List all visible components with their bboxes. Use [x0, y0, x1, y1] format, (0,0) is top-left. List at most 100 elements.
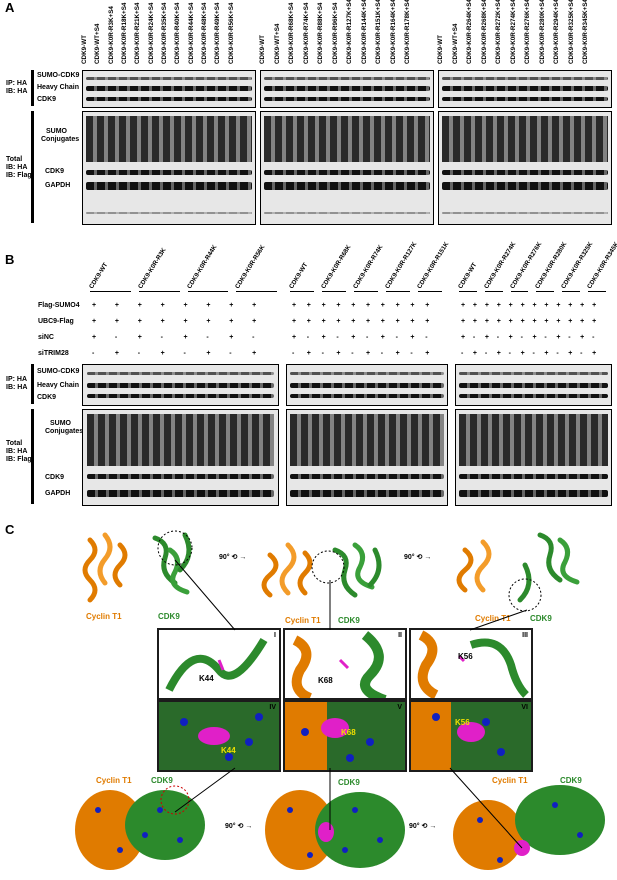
condition-symbol: +: [183, 302, 188, 309]
panel-a-lane-label: CDK9-K0R-R18K+S4: [120, 2, 128, 64]
condition-symbol: +: [92, 302, 97, 309]
a-heavy-chain-label: Heavy Chain: [37, 84, 80, 91]
zoom-panel-II: II K68: [283, 628, 407, 700]
condition-symbol: +: [592, 302, 597, 309]
panel-a-letter: A: [5, 0, 15, 15]
panel-b-lane-label: CDK9-K0R-R68K: [320, 243, 353, 290]
condition-symbol: +: [252, 318, 257, 325]
condition-symbol: +: [425, 302, 430, 309]
condition-symbol: -: [380, 350, 384, 357]
b-cdk9-ip-label: CDK9: [37, 394, 57, 401]
condition-symbol: +: [380, 318, 385, 325]
panel-b-lane-label: CDK9-WT: [88, 261, 110, 290]
panel-a-lane-group-1: CDK9-WT CDK9-WT+S4 CDK9-K0R-R3K+S4 CDK9-K0R…: [81, 3, 246, 66]
zoom-V-residue: K68: [341, 728, 356, 737]
zoom-I-residue: K44: [199, 674, 214, 683]
zoom-panel-VI: VI K56: [409, 700, 533, 772]
condition-symbol: +: [568, 318, 573, 325]
condition-symbol: +: [592, 318, 597, 325]
c-cdk9-label-6: CDK9: [560, 776, 582, 785]
condition-symbol: -: [568, 334, 571, 341]
condition-symbol: +: [461, 302, 466, 309]
surface-structure-view-2: [265, 790, 405, 870]
condition-symbol: +: [556, 318, 561, 325]
ribbon-structure-view-2: [261, 542, 382, 598]
condition-symbol: +: [336, 350, 341, 357]
condition-symbol: +: [395, 350, 400, 357]
condition-symbol: +: [410, 334, 415, 341]
condition-symbol: -: [580, 350, 583, 357]
panel-b-lane-label: CDK9-K0R-R74K: [352, 243, 385, 290]
panel-a-lane-label: CDK9-K0R-R151K+S4: [375, 0, 383, 64]
condition-symbol: +: [556, 334, 561, 341]
panel-a-lane-label: CDK9-WT+S4: [273, 23, 281, 64]
panel-a-lane-label: CDK9-K0R-R40K+S4: [174, 2, 182, 64]
panel-a-lane-group-3: CDK9-WT CDK9-WT+S4 CDK9-K0R-R264K+S4 CDK9-K…: [437, 0, 602, 66]
c-rotation-4: 90° ⟲ →: [409, 823, 437, 830]
panel-a-lane-label: CDK9-K0R-R88K+S4: [317, 2, 325, 64]
condition-symbol: +: [321, 334, 326, 341]
condition-symbol: +: [92, 318, 97, 325]
condition-symbol: -: [508, 350, 511, 357]
surface-structure-view-3: [453, 785, 605, 870]
a-sumo-conjugates-label: SUMO Conjugates: [41, 128, 80, 143]
condition-symbol: +: [532, 318, 537, 325]
panel-a-lane-label: CDK9-K0R-R276K+S4: [524, 0, 532, 64]
panel-b-total-bar: [31, 409, 34, 504]
panel-a-lane-label: CDK9-K0R-R164K+S4: [389, 0, 397, 64]
panel-a-lane-label: CDK9-K0R-R3K+S4: [107, 6, 115, 64]
condition-symbol: +: [351, 334, 356, 341]
condition-symbol: +: [508, 318, 513, 325]
condition-symbol: +: [472, 318, 477, 325]
condition-symbol: -: [137, 350, 141, 357]
condition-label: siTRIM28: [38, 350, 69, 357]
condition-symbol: +: [592, 350, 597, 357]
condition-symbol: +: [472, 302, 477, 309]
condition-symbol: +: [114, 350, 119, 357]
panel-a-lane-label: CDK9-K0R-R21K+S4: [134, 2, 142, 64]
panel-a-total-blot-1: [82, 111, 256, 225]
condition-symbol: -: [461, 350, 464, 357]
condition-symbol: -: [183, 350, 186, 357]
a-cdk9-total-label: CDK9: [45, 168, 65, 175]
c-cyclin-label-2: Cyclin T1: [285, 616, 321, 625]
condition-symbol: +: [206, 350, 211, 357]
panel-a-lane-label: CDK9-K0R-R35K+S4: [160, 2, 168, 64]
condition-symbol: +: [114, 302, 119, 309]
condition-symbol: -: [532, 350, 535, 357]
panel-a-lane-label: CDK9-WT+S4: [94, 23, 102, 64]
panel-a-total-label: Total IB: HA IB: Flag: [6, 156, 32, 179]
condition-symbol: -: [472, 334, 476, 341]
panel-a-lane-label: CDK9-K0R-R24K+S4: [147, 2, 155, 64]
condition-symbol: +: [472, 350, 477, 357]
panel-a-total-blot-2: [260, 111, 434, 225]
zoom-panel-IV: IV K44: [157, 700, 281, 772]
condition-symbol: +: [306, 350, 311, 357]
condition-symbol: -: [92, 350, 95, 357]
condition-symbol: +: [366, 318, 371, 325]
condition-symbol: -: [520, 334, 523, 341]
c-cdk9-label-5: CDK9: [338, 778, 360, 787]
condition-symbol: +: [580, 302, 585, 309]
c-cdk9-label-3: CDK9: [530, 614, 552, 623]
condition-symbol: +: [484, 334, 489, 341]
condition-symbol: -: [336, 334, 339, 341]
c-cdk9-label-2: CDK9: [338, 616, 360, 625]
panel-b-lane-label: CDK9-K0R-R44K: [185, 243, 219, 290]
condition-symbol: +: [380, 334, 385, 341]
condition-symbol: +: [580, 334, 585, 341]
condition-symbol: -: [229, 350, 232, 357]
panel-b-total-blot-3: [455, 409, 612, 506]
condition-symbol: +: [532, 302, 537, 309]
panel-b-lane-label: CDK9-WT: [288, 261, 310, 290]
panel-a-lane-label: CDK9-K0R-R272K+S4: [495, 0, 503, 64]
panel-b-lane-label: CDK9-WT: [457, 261, 479, 290]
panel-c-letter: C: [5, 522, 15, 537]
panel-b-lane-group-1: CDK9-WT CDK9-K0R-R3K CDK9-K0R-R44K CDK9-K0R…: [86, 244, 281, 292]
panel-a-lane-label: CDK9-K0R-R127K+S4: [346, 0, 354, 64]
condition-symbol: +: [520, 318, 525, 325]
condition-symbol: +: [229, 334, 234, 341]
panel-a-lane-label: CDK9-K0R-R280K+S4: [538, 0, 546, 64]
panel-a-lane-label: CDK9-WT: [259, 34, 266, 64]
condition-symbol: +: [206, 318, 211, 325]
